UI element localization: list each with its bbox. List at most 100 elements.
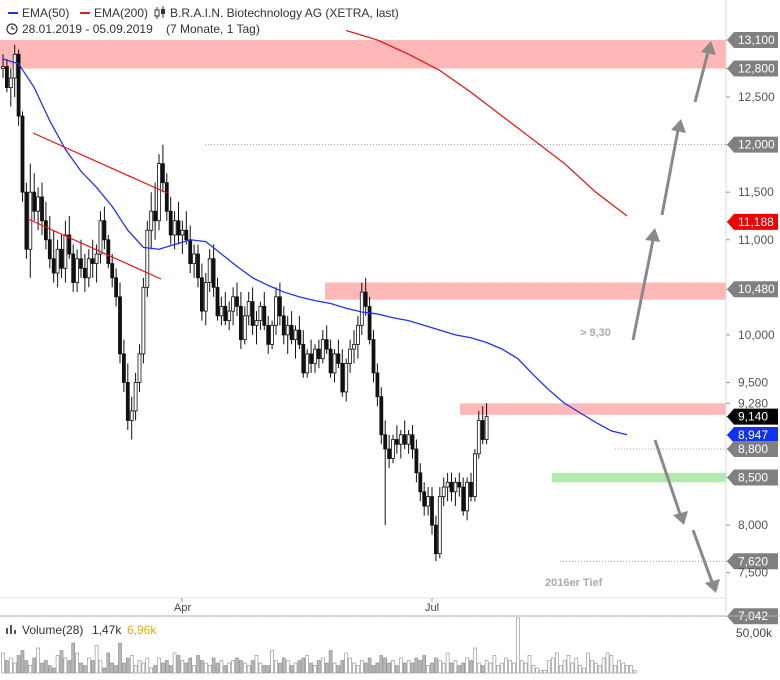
- candle: [141, 277, 146, 364]
- period-range: 28.01.2019 - 05.09.2019: [22, 22, 153, 36]
- volume-bar: [496, 665, 501, 674]
- volume-bar: [90, 660, 95, 674]
- candle: [203, 273, 208, 326]
- volume-bar: [12, 662, 17, 674]
- volume-bar: [625, 665, 629, 674]
- candle: [469, 472, 473, 502]
- y-label-badge: [727, 32, 778, 48]
- candle: [297, 315, 302, 350]
- volume-value: 1,47k: [92, 623, 122, 637]
- volume-bar: [235, 657, 239, 674]
- candle-body: [8, 77, 13, 88]
- candle: [293, 325, 298, 359]
- candle: [8, 68, 13, 107]
- volume-bar: [196, 655, 200, 674]
- volume-bar: [1, 652, 5, 674]
- ema50-legend-label: EMA(50): [22, 6, 69, 20]
- arrow-up-3: [693, 51, 710, 103]
- volume-bar: [215, 662, 220, 674]
- candle: [75, 249, 79, 293]
- candle-body: [453, 481, 458, 493]
- volume-bar: [508, 660, 512, 674]
- candle-body: [12, 53, 17, 79]
- candle-body: [258, 305, 263, 322]
- volume-bar: [398, 657, 403, 674]
- candle: [231, 287, 236, 326]
- candle-body: [484, 416, 489, 440]
- candle-body: [227, 310, 232, 322]
- candle-body: [371, 339, 376, 374]
- candle: [160, 144, 165, 193]
- candle: [426, 487, 431, 516]
- y-tick-label: 9,140: [738, 410, 768, 424]
- candle: [235, 282, 239, 316]
- candle: [196, 244, 200, 288]
- volume-bar: [352, 662, 356, 674]
- candle: [363, 277, 368, 316]
- candle: [301, 330, 306, 378]
- volume-bar: [558, 665, 563, 674]
- volume-bar: [375, 662, 380, 674]
- candle-body: [125, 382, 130, 421]
- volume-bar: [239, 660, 243, 674]
- candle-body: [129, 410, 134, 421]
- volume-bar: [161, 662, 165, 674]
- candle-body: [223, 305, 228, 322]
- candle: [445, 472, 450, 502]
- candle-body: [44, 220, 48, 241]
- volume-bar: [24, 660, 29, 674]
- volume-bar: [336, 665, 341, 674]
- volume-bar: [137, 660, 142, 674]
- volume-bar: [324, 662, 329, 674]
- candle-body: [324, 339, 329, 350]
- volume-bar: [391, 660, 395, 674]
- volume-bar: [317, 660, 321, 674]
- candle-body: [387, 448, 392, 459]
- candle: [86, 249, 91, 288]
- candle-body: [211, 258, 216, 288]
- arrow-up-1: [631, 239, 655, 341]
- candle-body: [332, 353, 337, 374]
- candle-body: [55, 248, 60, 274]
- candle-body: [348, 348, 353, 364]
- candle: [129, 396, 134, 440]
- candle-body: [336, 353, 341, 364]
- candle-body: [461, 486, 466, 512]
- candle-body: [270, 324, 275, 345]
- volume-bar: [79, 662, 83, 674]
- candle: [137, 344, 142, 392]
- instrument-title: B.R.A.I.N. Biotechnology AG (XETRA, last…: [170, 6, 399, 20]
- volume-bar: [359, 660, 364, 674]
- volume-bar: [106, 652, 111, 674]
- y-tick-label: 11,000: [738, 233, 774, 247]
- volume-bar: [449, 662, 454, 674]
- candle-body: [352, 343, 356, 350]
- candle-body: [355, 324, 360, 345]
- y-tick: 10,000: [726, 328, 775, 342]
- volume-bar: [305, 655, 310, 674]
- volume-bar: [476, 662, 481, 674]
- volume-icon: [6, 625, 16, 634]
- candle: [262, 292, 267, 331]
- candle: [410, 425, 415, 459]
- volume-bar: [301, 657, 306, 674]
- candle: [215, 277, 220, 321]
- y-label-badge: [727, 469, 778, 486]
- candle: [313, 344, 317, 373]
- candle: [110, 254, 115, 288]
- volume-bar: [426, 665, 430, 674]
- volume-bar: [98, 660, 103, 674]
- period-interval: (7 Monate, 1 Tag): [166, 22, 260, 36]
- candle: [320, 330, 325, 364]
- candle-body: [328, 348, 333, 374]
- y-tick: 9,140: [726, 408, 778, 425]
- volume-bar: [32, 657, 37, 674]
- volume-bar: [231, 660, 235, 674]
- candle-body: [262, 305, 267, 326]
- candle: [51, 230, 56, 283]
- volume-bar: [313, 665, 317, 674]
- candle-body: [320, 339, 325, 360]
- volume-bar: [348, 657, 352, 674]
- y-tick-label: 10,000: [738, 328, 775, 342]
- volume-bar: [145, 657, 150, 674]
